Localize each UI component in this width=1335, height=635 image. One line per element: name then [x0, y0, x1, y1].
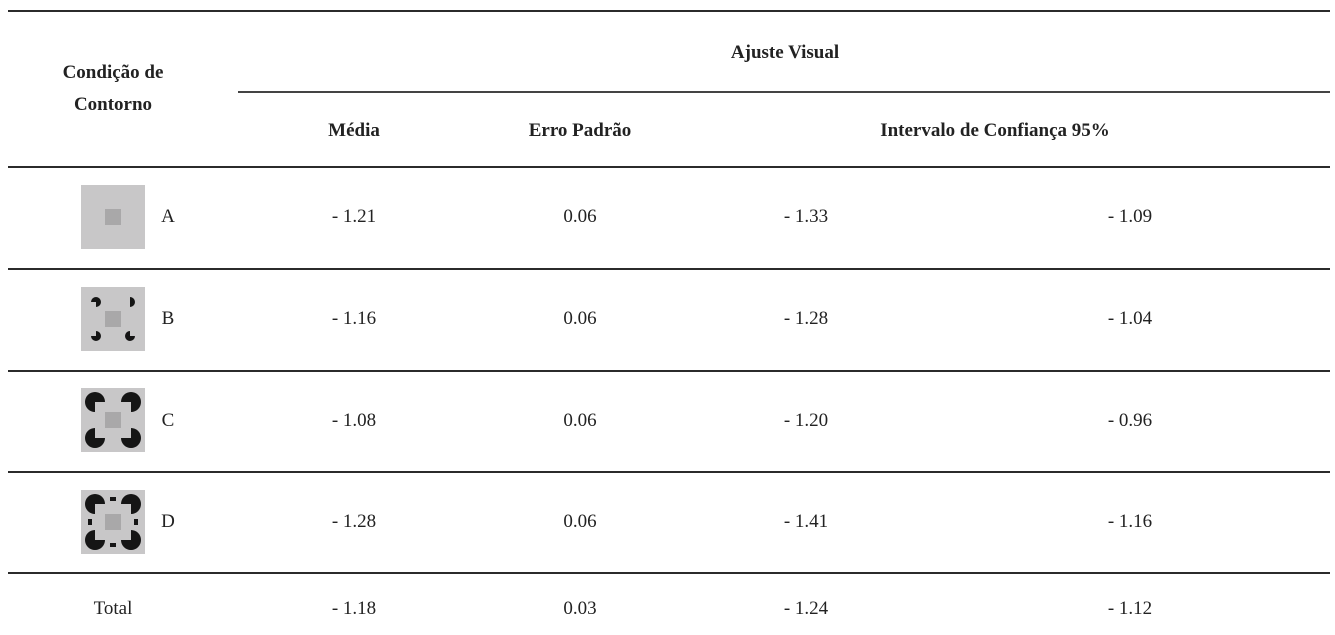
ci-lower-value: - 1.33 [783, 206, 829, 227]
ci-upper-value: - 1.04 [1107, 308, 1153, 329]
ci-lower-value: - 1.41 [783, 511, 829, 532]
mean-value: - 1.16 [331, 308, 377, 329]
std-error-value: 0.06 [563, 511, 597, 532]
row-divider [8, 268, 1330, 270]
table-top-rule [8, 10, 1330, 12]
column-header-confidence-interval: Intervalo de Confiança 95% [880, 120, 1110, 141]
condition-label: C [161, 410, 175, 431]
row-divider [8, 572, 1330, 574]
std-error-value: 0.06 [563, 308, 597, 329]
ci-upper-value: - 1.09 [1107, 206, 1153, 227]
ci-upper-value: - 0.96 [1107, 410, 1153, 431]
mean-value: - 1.08 [331, 410, 377, 431]
large-inducers-stimulus-icon [81, 388, 145, 452]
mean-value: - 1.28 [331, 511, 377, 532]
group-header-title: Ajuste Visual [730, 42, 840, 63]
inducers-with-lines-stimulus-icon [81, 490, 145, 554]
ci-lower-value: - 1.24 [783, 598, 829, 619]
small-inducers-stimulus-icon [81, 287, 145, 351]
condition-label: B [161, 308, 175, 329]
condition-label: D [161, 511, 175, 532]
ci-lower-value: - 1.20 [783, 410, 829, 431]
row-header-line2: Contorno [73, 94, 153, 115]
row-divider [8, 471, 1330, 473]
ci-lower-value: - 1.28 [783, 308, 829, 329]
condition-label: A [161, 206, 175, 227]
header-bottom-rule [8, 166, 1330, 168]
column-header-mean: Média [328, 120, 380, 141]
row-header-line1: Condição de [62, 62, 164, 83]
std-error-value: 0.03 [563, 598, 597, 619]
mean-value: - 1.18 [331, 598, 377, 619]
std-error-value: 0.06 [563, 206, 597, 227]
ci-upper-value: - 1.16 [1107, 511, 1153, 532]
ci-upper-value: - 1.12 [1107, 598, 1153, 619]
mean-value: - 1.21 [331, 206, 377, 227]
std-error-value: 0.06 [563, 410, 597, 431]
row-divider [8, 370, 1330, 372]
group-header-rule [238, 91, 1330, 93]
total-label: Total [93, 598, 133, 619]
column-header-std-error: Erro Padrão [528, 120, 632, 141]
plain-square-stimulus-icon [81, 185, 145, 249]
